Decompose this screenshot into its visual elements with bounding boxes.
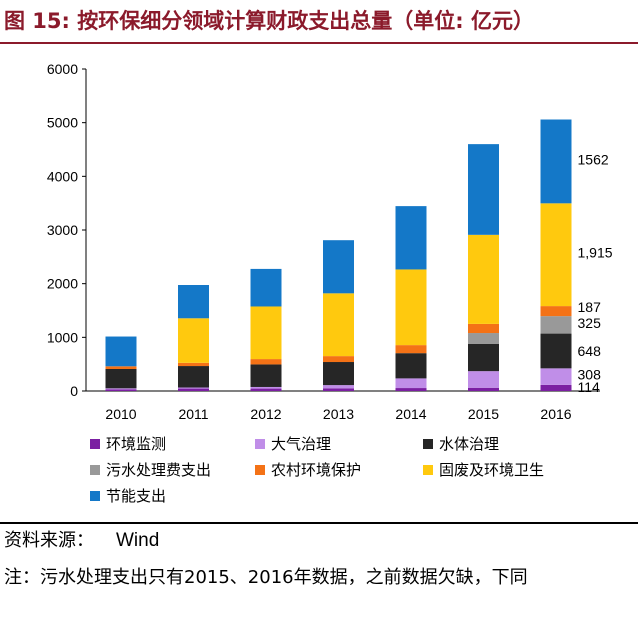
- bar-segment-2012: [250, 386, 282, 389]
- x-tick-label: 2010: [105, 406, 136, 422]
- bar-segment-2011: [178, 388, 209, 391]
- bar-segment-2016: [540, 384, 572, 391]
- x-tick-label: 2013: [323, 406, 354, 422]
- bar-segment-2012: [250, 268, 282, 307]
- legend-swatch: [255, 464, 265, 475]
- bar-segment-2010: [105, 389, 137, 391]
- bar-segment-2013: [323, 293, 354, 357]
- bar-segment-2012: [250, 388, 282, 391]
- bar-segment-2012: [250, 306, 282, 360]
- bar-segment-2016: [540, 316, 572, 334]
- bar-segment-2014: [395, 269, 427, 346]
- bar-segment-2016: [540, 333, 572, 369]
- y-tick-label: 1000: [47, 329, 78, 345]
- legend-swatch: [90, 438, 100, 449]
- data-label-2016: 1562: [578, 151, 609, 167]
- source-label: 资料来源：: [4, 530, 94, 551]
- bar-segment-2016: [540, 119, 572, 204]
- y-tick-label: 5000: [47, 115, 78, 131]
- data-label-2016: 114: [578, 379, 601, 395]
- bar-segment-2011: [178, 285, 209, 319]
- legend-item: 环境监测: [90, 434, 166, 454]
- bar-segment-2011: [178, 318, 209, 363]
- bar-segment-2016: [540, 368, 572, 385]
- x-tick-label: 2011: [178, 406, 208, 422]
- bar-segment-2011: [178, 366, 209, 388]
- data-label-2016: 648: [578, 343, 602, 359]
- bar-segment-2015: [468, 371, 499, 388]
- legend-label: 固废及环境卫生: [439, 461, 545, 479]
- bar-segment-2010: [105, 368, 137, 389]
- bar-segment-2016: [540, 203, 572, 307]
- legend-label: 农村环境保护: [271, 461, 362, 479]
- stacked-bar-chart: 0 1000 2000 3000 4000 5000 6000 2010 2011 2012 201…: [47, 61, 613, 422]
- bar-segment-2015: [468, 323, 499, 334]
- title-divider: [0, 42, 638, 44]
- x-tick-label: 2014: [395, 406, 426, 422]
- x-tick-label: 2016: [540, 406, 571, 422]
- x-tick-label: 2015: [468, 406, 499, 422]
- legend-label: 污水处理费支出: [106, 461, 212, 479]
- bar-segment-2015: [468, 333, 499, 344]
- source-value: Wind: [116, 530, 160, 551]
- legend-item: 水体治理: [423, 434, 499, 454]
- legend-swatch: [90, 490, 100, 501]
- bar-segment-2010: [105, 388, 137, 390]
- bar-segment-2014: [395, 206, 427, 270]
- legend-label: 水体治理: [439, 435, 500, 453]
- legend-swatch: [255, 438, 265, 449]
- bar-segment-2014: [395, 345, 427, 354]
- y-tick-label: 4000: [47, 168, 78, 184]
- bar-segment-2011: [178, 387, 209, 389]
- bar-segment-2010: [105, 336, 137, 367]
- bar-segment-2015: [468, 387, 499, 391]
- bar-segment-2011: [178, 362, 209, 367]
- bar-segment-2010: [105, 366, 137, 369]
- legend-swatch: [90, 464, 100, 475]
- y-tick-label: 0: [70, 383, 78, 399]
- y-tick-label: 2000: [47, 276, 78, 292]
- y-tick-label: 3000: [47, 222, 78, 238]
- y-tick-label: 6000: [47, 61, 78, 77]
- legend-item: 大气治理: [255, 434, 331, 454]
- legend-item: 节能支出: [90, 486, 166, 506]
- data-label-2016: 1,915: [578, 245, 613, 261]
- footer-divider: [0, 522, 638, 524]
- bar-segment-2012: [250, 359, 282, 365]
- data-label-2016: 187: [578, 299, 602, 315]
- legend-item: 固废及环境卫生: [423, 460, 544, 480]
- bar-segment-2014: [395, 353, 427, 379]
- data-label-2016: 325: [578, 315, 602, 331]
- legend-label: 环境监测: [106, 435, 167, 453]
- legend-label: 大气治理: [271, 435, 332, 453]
- footnote: 注：污水处理支出只有2015、2016年数据，之前数据欠缺，下同: [4, 567, 528, 588]
- source-line: 资料来源： Wind: [4, 528, 159, 554]
- bar-segment-2016: [540, 306, 572, 317]
- bar-segment-2013: [323, 385, 354, 389]
- x-tick-label: 2012: [250, 406, 281, 422]
- bar-segment-2013: [323, 362, 354, 386]
- legend-label: 节能支出: [106, 487, 167, 505]
- bar-segment-2015: [468, 343, 499, 372]
- bar-segment-2015: [468, 144, 499, 235]
- chart-legend: 环境监测 大气治理 水体治理污水处理费支出 农村环境保护 固废及环境卫生节能支出: [90, 434, 630, 510]
- page-title: 图 15: 按环保细分领域计算财政支出总量（单位: 亿元）: [4, 9, 534, 33]
- bar-segment-2014: [395, 388, 427, 391]
- bar-segment-2012: [250, 364, 282, 387]
- bar-segment-2013: [323, 388, 354, 391]
- bar-segment-2014: [395, 378, 427, 389]
- data-label-2016: 308: [578, 367, 602, 383]
- legend-item: 污水处理费支出: [90, 460, 211, 480]
- bar-segment-2013: [323, 356, 354, 363]
- bar-segment-2013: [323, 240, 354, 294]
- legend-swatch: [423, 464, 433, 475]
- legend-item: 农村环境保护: [255, 460, 361, 480]
- legend-swatch: [423, 438, 433, 449]
- bar-segment-2015: [468, 234, 499, 324]
